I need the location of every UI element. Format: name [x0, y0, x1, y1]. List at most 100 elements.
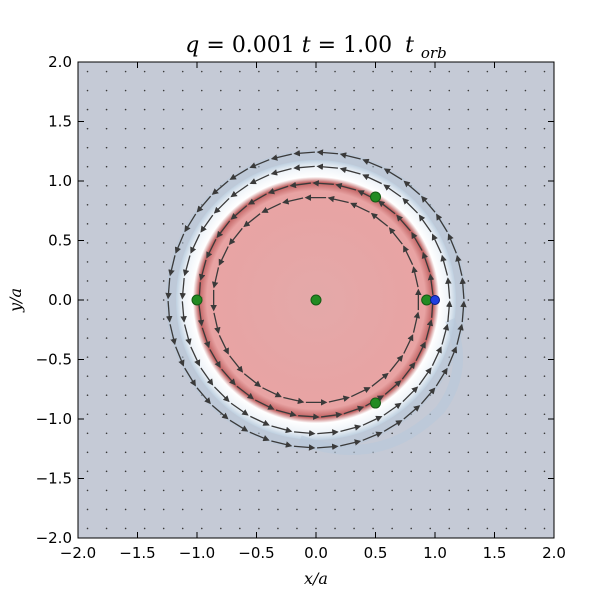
velocity-arrow [169, 324, 177, 346]
velocity-arrow [321, 411, 343, 419]
grid-dot [524, 527, 527, 530]
grid-dot [124, 299, 127, 301]
grid-dot [429, 527, 432, 530]
grid-dot [505, 318, 508, 320]
velocity-arrow [343, 405, 365, 415]
grid-dot [448, 108, 451, 111]
grid-dot [543, 489, 546, 492]
grid-dot [181, 165, 184, 168]
velocity-arrow [247, 193, 267, 205]
grid-dot [181, 508, 184, 511]
velocity-arrow [383, 168, 403, 181]
grid-dot [124, 89, 127, 92]
grid-dot [524, 108, 527, 111]
velocity-arrow [211, 404, 229, 420]
grid-dot [467, 70, 470, 73]
grid-dot [429, 489, 432, 492]
grid-dot [524, 337, 527, 339]
grid-dot [391, 470, 393, 473]
grid-dot [410, 165, 413, 168]
grid-dot [467, 489, 470, 492]
grid-dot [486, 223, 489, 225]
grid-dot [277, 451, 279, 454]
velocity-arrow [328, 395, 350, 403]
grid-dot [524, 89, 527, 92]
grid-dot [162, 242, 165, 244]
grid-dot [505, 223, 508, 225]
velocity-arrow [175, 346, 185, 367]
velocity-arrow [206, 238, 217, 259]
velocity-arrow [436, 213, 448, 233]
velocity-arrow [174, 233, 185, 254]
x-tick-label: −0.5 [238, 544, 274, 562]
grid-dot [296, 489, 298, 492]
grid-dot [277, 470, 279, 473]
grid-dot [86, 127, 89, 130]
grid-dot [239, 451, 241, 454]
grid-dot [124, 165, 127, 168]
velocity-arrow [293, 149, 315, 157]
grid-dot [105, 165, 108, 168]
velocity-arrow [362, 415, 383, 426]
grid-dot [124, 413, 127, 416]
velocity-arrow [362, 174, 382, 185]
grid-dot [239, 508, 241, 511]
grid-dot [105, 242, 108, 244]
grid-dot [162, 184, 165, 187]
grid-dot [258, 89, 260, 92]
grid-dot [181, 432, 184, 435]
grid-dot [86, 299, 89, 301]
grid-dot [543, 146, 546, 149]
velocity-arrow [180, 301, 187, 323]
grid-dot [162, 108, 165, 111]
grid-dot [143, 413, 146, 416]
grid-dot [543, 165, 546, 168]
grid-dot [543, 70, 546, 73]
grid-dot [505, 204, 508, 206]
grid-dot [372, 527, 374, 530]
grid-dot [143, 527, 146, 530]
velocity-arrow [229, 419, 249, 432]
grid-dot [277, 146, 279, 149]
grid-dot [86, 432, 89, 435]
grid-dot [258, 146, 260, 149]
axis-ticks [77, 61, 555, 539]
velocity-arrow [198, 259, 207, 281]
grid-dot [86, 165, 89, 168]
grid-dot [124, 280, 127, 282]
grid-dot [143, 375, 146, 377]
grid-dot [143, 432, 146, 435]
velocity-arrow [293, 164, 315, 171]
grid-dot [162, 280, 165, 282]
grid-dot [448, 89, 451, 92]
grid-dot [124, 527, 127, 530]
grid-dot [162, 146, 165, 149]
grid-dot [524, 261, 527, 263]
grid-dot [239, 108, 241, 111]
velocity-arrow [383, 184, 402, 198]
grid-dot [505, 146, 508, 149]
grid-dot [239, 470, 241, 473]
grid-dot [505, 413, 508, 416]
grid-dot [105, 470, 108, 473]
x-tick-label: −2.0 [60, 544, 96, 562]
grid-dot [505, 184, 508, 187]
grid-dot [448, 223, 451, 225]
grid-dot [505, 527, 508, 530]
velocity-arrow [371, 372, 389, 387]
velocity-arrow [182, 255, 191, 277]
grid-dot [181, 375, 184, 377]
grid-dot [200, 108, 203, 111]
velocity-arrow [201, 327, 211, 349]
grid-dot [505, 508, 508, 511]
title-q-value: 0.001 [232, 33, 295, 58]
grid-dot [124, 451, 127, 454]
grid-dot [467, 451, 470, 454]
velocity-arrow [196, 387, 211, 405]
grid-dot [86, 280, 89, 282]
grid-dot [86, 318, 89, 320]
grid-dot [143, 299, 146, 301]
grid-dot [124, 432, 127, 435]
x-tick-label: 2.0 [542, 544, 566, 562]
grid-dot [239, 70, 241, 73]
